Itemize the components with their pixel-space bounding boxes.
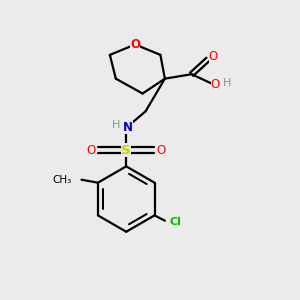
Text: H: H — [112, 120, 120, 130]
Text: O: O — [211, 78, 220, 91]
Text: O: O — [156, 143, 166, 157]
Text: Cl: Cl — [169, 217, 181, 227]
Text: N: N — [123, 121, 133, 134]
Text: O: O — [209, 50, 218, 63]
Text: O: O — [87, 143, 96, 157]
Text: CH₃: CH₃ — [52, 175, 71, 185]
Text: S: S — [122, 143, 131, 157]
Text: O: O — [130, 38, 140, 51]
Text: H: H — [223, 78, 232, 88]
